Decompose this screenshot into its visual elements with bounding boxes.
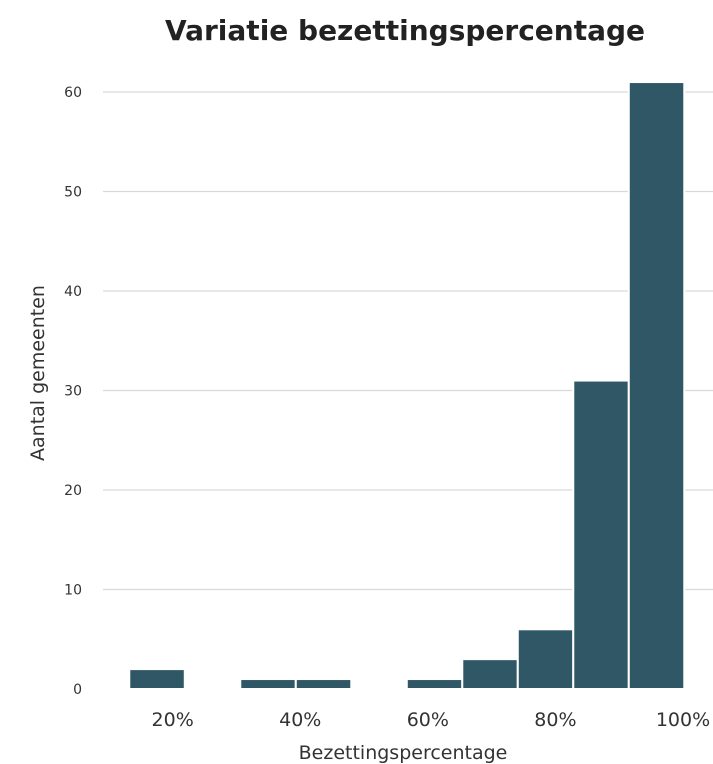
x-tick-label: 60% <box>407 709 449 731</box>
histogram-bar <box>405 678 464 690</box>
x-tick-labels: 20% 40% 60% 80% 100% <box>152 709 711 731</box>
histogram-bar <box>239 678 297 690</box>
y-tick-label: 40 <box>64 284 82 300</box>
y-tick-label: 20 <box>64 483 82 499</box>
x-tick-label: 100% <box>656 709 710 731</box>
histogram-bar <box>516 628 575 690</box>
x-tick-label: 20% <box>152 709 194 731</box>
y-tick-label: 50 <box>64 185 82 201</box>
histogram-bars <box>128 81 686 691</box>
histogram-bar <box>128 668 186 690</box>
x-axis-label: Bezettingspercentage <box>299 742 508 764</box>
x-tick-label: 40% <box>279 709 321 731</box>
y-tick-label: 10 <box>64 583 82 599</box>
y-tick-labels: 0 10 20 30 40 50 60 <box>64 85 82 698</box>
histogram-bar <box>572 379 630 690</box>
histogram-bar <box>627 81 686 691</box>
x-tick-label: 80% <box>534 709 576 731</box>
chart-title: Variatie bezettingspercentage <box>165 14 645 47</box>
y-tick-label: 0 <box>73 682 82 698</box>
histogram-bar <box>294 678 353 690</box>
y-axis-label: Aantal gemeenten <box>27 285 49 461</box>
y-tick-label: 60 <box>64 85 82 101</box>
histogram-bar <box>461 658 519 691</box>
y-tick-label: 30 <box>64 384 82 400</box>
